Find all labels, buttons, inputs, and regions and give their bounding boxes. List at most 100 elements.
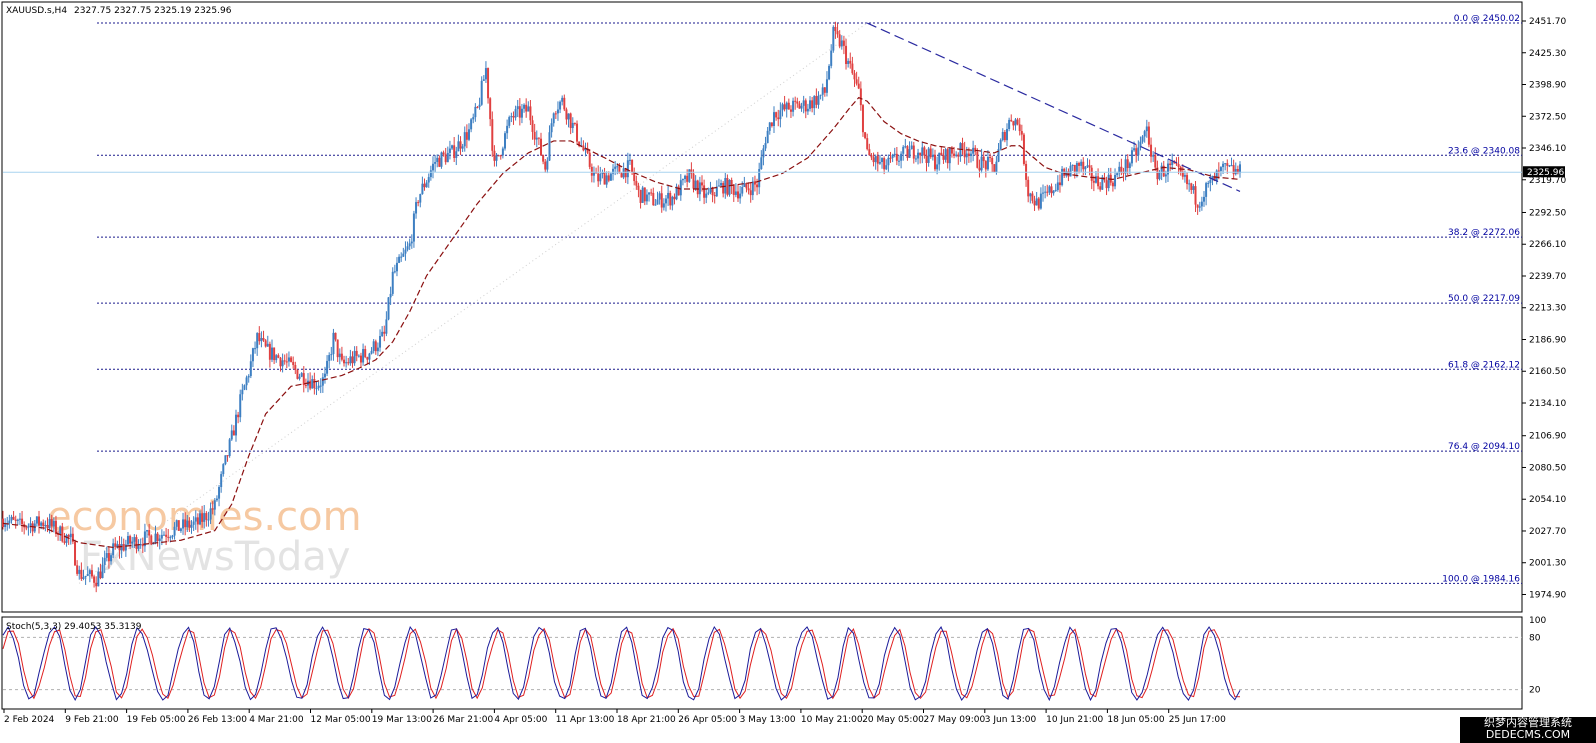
candle-body [402,253,405,257]
candle-body [1183,175,1186,177]
candle-body [628,159,631,161]
candle-body [777,117,780,120]
candle-body [116,544,119,547]
candle-body [745,183,748,189]
candle-body [406,246,409,250]
candle-body [148,530,151,536]
candle-body [150,535,153,545]
candle-body [942,155,945,160]
candle-body [1012,121,1015,126]
candle-body [830,50,833,66]
candle-body [262,338,265,341]
candle-body [446,152,449,163]
candle-body [878,162,881,164]
candle-body [637,185,640,191]
candle-body [357,355,360,357]
candle-body [656,199,659,205]
candle-body [506,125,509,134]
candle-body [1205,183,1208,197]
candle-body [425,182,428,188]
candle-body [652,193,655,206]
candle-body [715,186,718,197]
candle-body [247,376,250,378]
candle-body [84,575,87,578]
candle-body [156,533,159,541]
candle-body [1150,144,1153,157]
candle-body [798,103,801,109]
candle-body [2,518,4,528]
candle-body [1003,131,1006,141]
candle-body [493,150,496,161]
candle-body [213,500,216,510]
candle-body [340,353,343,360]
candle-body [44,525,47,527]
candle-body [1056,182,1059,190]
candle-body [256,333,259,349]
candle-body [478,104,481,107]
candle-body [415,202,418,214]
candle-body [326,360,329,374]
candle-body [251,348,254,362]
candle-body [1020,131,1023,135]
price-tick-label: 1974.90 [1529,590,1566,600]
candle-body [372,341,375,351]
candle-body [842,40,845,46]
candle-body [366,357,369,360]
candle-body [741,186,744,194]
candle-body [1152,155,1155,157]
candle-body [565,109,568,120]
candle-body [518,106,521,118]
candle-body [705,193,708,198]
candle-body [470,119,473,130]
candle-body [1156,167,1159,180]
candle-body [804,100,807,112]
candle-body [400,256,403,258]
candle-body [645,194,648,202]
candle-body [1118,166,1121,174]
candle-body [1200,201,1203,207]
time-tick-label: 26 Mar 21:00 [433,715,493,725]
candle-body [328,355,331,361]
candle-body [747,188,750,191]
candle-body [1069,165,1072,177]
candle-body [499,155,502,157]
candle-body [1094,176,1097,183]
candle-body [143,531,146,547]
candle-body [285,361,288,363]
candle-body [917,152,920,159]
candle-body [709,188,712,193]
candle-body [650,192,653,194]
candle-body [234,414,237,436]
candle-body [736,191,739,199]
candle-body [855,79,858,84]
candle-body [1162,165,1165,177]
candle-body [196,517,199,525]
candle-body [686,175,689,182]
candle-body [849,60,852,64]
candle-body [1190,183,1193,190]
time-tick-label: 25 Jun 17:00 [1169,715,1226,725]
candle-body [832,26,835,51]
watermark-fxnewstoday: FxNewsToday [80,534,350,580]
candle-body [921,147,924,156]
candle-body [1111,182,1114,187]
candle-body [1196,204,1199,208]
candle-body [1037,198,1040,209]
candle-body [544,161,547,170]
candle-body [241,389,244,395]
candle-body [126,536,129,545]
candle-body [817,95,820,105]
candle-body [368,353,371,360]
candle-body [925,155,928,163]
candle-body [1014,119,1017,126]
candle-body [1154,155,1157,168]
candle-body [321,377,324,386]
candle-body [590,166,593,176]
candle-body [80,569,83,579]
candle-body [739,193,742,199]
candle-body [1222,163,1225,168]
price-tick-label: 2106.90 [1529,432,1566,442]
candle-body [309,380,312,389]
time-tick-label: 4 Apr 05:00 [494,715,547,725]
